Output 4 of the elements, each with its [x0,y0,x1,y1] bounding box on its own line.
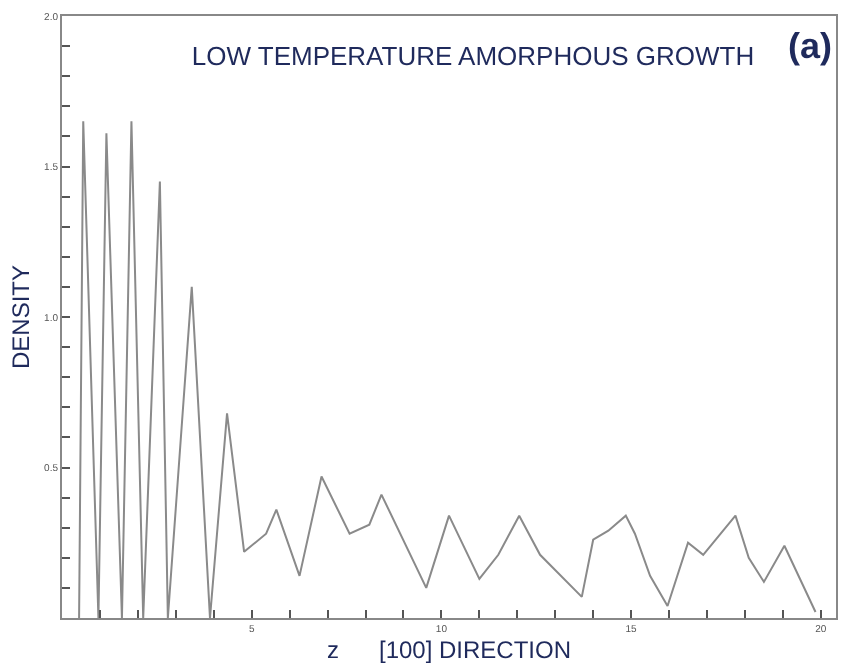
annotation: (a) [788,26,833,66]
x-axis-title: z [100] DIRECTION [326,636,572,664]
text: LOW TEMPERATURE AMORPHOUS GROWTH [191,40,755,71]
y-axis-title: DENSITY [6,264,35,370]
